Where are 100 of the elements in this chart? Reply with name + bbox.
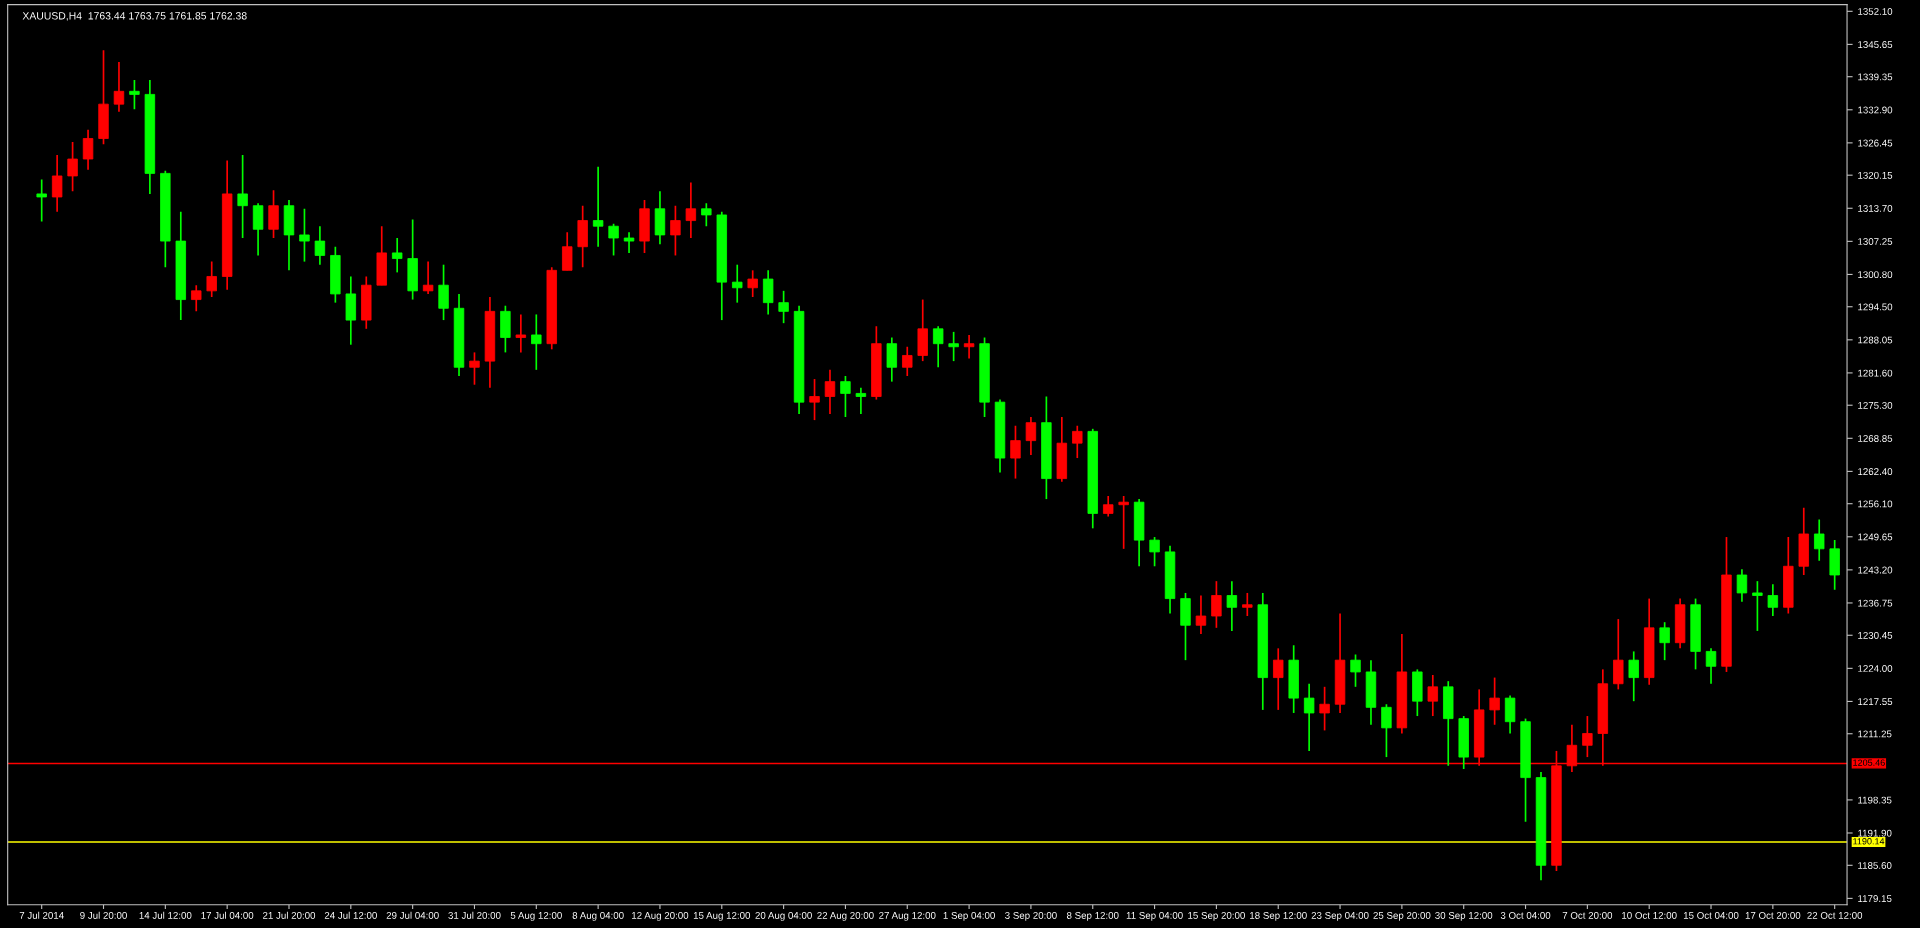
- candlestick: [1319, 685, 1330, 732]
- candlestick: [1226, 580, 1238, 632]
- candlestick: [1118, 495, 1129, 550]
- y-tick-label: 1281.60: [1858, 369, 1893, 377]
- x-tick-label: 11 Sep 04:00: [1126, 912, 1183, 921]
- x-tick-label: 7 Oct 20:00: [1562, 912, 1613, 919]
- y-tick-label: 1185.60: [1858, 862, 1892, 869]
- candlestick: [1195, 594, 1207, 635]
- candlestick: [809, 378, 820, 421]
- x-tick-label: 8 Aug 04:00: [572, 912, 624, 921]
- candlestick: [422, 260, 434, 295]
- candlestick: [113, 61, 125, 113]
- candlestick: [1211, 580, 1222, 629]
- candlestick: [1303, 682, 1315, 752]
- y-tick-label: 1268.85: [1858, 435, 1893, 442]
- candlestick: [1149, 536, 1160, 568]
- candlestick: [129, 79, 140, 111]
- x-tick-label: 5 Aug 12:00: [510, 912, 562, 921]
- x-tick-label: 17 Oct 20:00: [1745, 912, 1801, 919]
- ref-line-label: 1205.46: [1853, 759, 1885, 766]
- x-tick-label: 23 Sep 04:00: [1311, 912, 1369, 921]
- candlestick: [1504, 694, 1516, 735]
- y-tick-label: 1294.50: [1858, 303, 1893, 311]
- candlestick: [1427, 674, 1439, 717]
- x-tick-label: 14 Jul 12:00: [139, 911, 192, 919]
- y-tick-label: 1307.25: [1858, 238, 1893, 245]
- candlestick: [948, 331, 959, 362]
- candlestick: [252, 202, 264, 257]
- y-tick-label: 1224.00: [1858, 665, 1893, 672]
- candlestick: [902, 345, 913, 377]
- candlestick: [623, 231, 635, 254]
- candlestick: [1072, 424, 1083, 459]
- candlestick: [1489, 676, 1500, 726]
- candlestick: [1613, 618, 1624, 691]
- y-tick-label: 1179.15: [1858, 895, 1892, 903]
- candlestick: [1628, 650, 1639, 703]
- candlestick: [391, 237, 403, 274]
- candlestick: [469, 351, 480, 386]
- x-tick-label: 17 Jul 04:00: [201, 911, 254, 919]
- x-tick-label: 8 Sep 12:00: [1066, 912, 1119, 921]
- candlestick: [1273, 647, 1284, 711]
- candlestick: [1582, 715, 1593, 758]
- candlestick: [592, 165, 604, 248]
- candlestick: [778, 290, 789, 324]
- candlestick: [562, 231, 573, 272]
- candlestick: [206, 260, 217, 298]
- x-tick-label: 12 Aug 20:00: [632, 912, 689, 921]
- candlestick: [963, 334, 975, 360]
- candlestick: [438, 263, 449, 321]
- x-tick-label: 27 Aug 12:00: [879, 912, 936, 921]
- y-tick-label: 1320.15: [1858, 171, 1893, 179]
- candlestick: [1350, 653, 1361, 688]
- candlestick: [685, 181, 697, 239]
- x-tick-label: 25 Sep 20:00: [1373, 912, 1431, 921]
- y-tick-label: 1326.45: [1858, 139, 1893, 147]
- y-tick-label: 1313.70: [1858, 205, 1893, 212]
- y-tick-label: 1339.35: [1858, 73, 1893, 81]
- x-tick-label: 15 Sep 20:00: [1188, 912, 1245, 921]
- x-tick-label: 30 Sep 12:00: [1435, 912, 1493, 921]
- x-tick-label: 3 Oct 04:00: [1500, 912, 1551, 919]
- candlestick: [314, 225, 326, 266]
- candlestick: [824, 368, 836, 415]
- candlestick: [82, 128, 94, 171]
- x-tick-label: 29 Jul 04:00: [386, 911, 439, 919]
- y-tick-label: 1191.90: [1858, 829, 1892, 837]
- x-tick-label: 20 Aug 04:00: [755, 912, 812, 921]
- candlestick: [855, 386, 867, 415]
- x-tick-label: 24 Jul 12:00: [324, 911, 377, 919]
- y-tick-label: 1236.75: [1858, 599, 1893, 607]
- y-tick-label: 1198.35: [1858, 796, 1892, 804]
- y-tick-label: 1332.90: [1858, 106, 1893, 114]
- y-tick-label: 1243.20: [1858, 566, 1893, 574]
- y-tick-label: 1345.65: [1858, 41, 1893, 49]
- candlestick: [191, 284, 202, 313]
- y-tick-label: 1262.40: [1858, 468, 1893, 476]
- y-tick-label: 1275.30: [1858, 401, 1893, 409]
- candlestick: [747, 269, 758, 298]
- x-tick-label: 1 Sep 04:00: [943, 912, 995, 921]
- candlestick: [670, 204, 681, 257]
- y-tick-label: 1211.25: [1858, 730, 1892, 738]
- candlestick: [1242, 592, 1253, 617]
- candlestick: [608, 222, 619, 257]
- candlestick: [1659, 621, 1670, 661]
- candlestick: [1736, 568, 1748, 603]
- candlestick: [1705, 647, 1717, 685]
- candlestick: [299, 207, 310, 263]
- y-tick-label: 1249.65: [1858, 533, 1893, 541]
- x-tick-label: 31 Jul 20:00: [448, 911, 501, 919]
- candlestick: [1010, 424, 1021, 480]
- y-tick-label: 1256.10: [1858, 500, 1893, 508]
- x-tick-label: 15 Oct 04:00: [1683, 912, 1739, 919]
- x-tick-label: 3 Sep 20:00: [1005, 912, 1057, 921]
- y-tick-label: 1352.10: [1858, 8, 1893, 15]
- x-tick-label: 15 Aug 12:00: [693, 912, 751, 921]
- text: XAUUSD,H4 1763.44 1763.75 1761.85 1762.38: [22, 12, 247, 21]
- x-tick-label: 9 Jul 20:00: [80, 911, 127, 919]
- x-tick-label: 21 Jul 20:00: [263, 911, 316, 919]
- candlestick: [1025, 416, 1037, 456]
- ref-line-label: 1190.14: [1853, 838, 1885, 845]
- candlestick: [1814, 518, 1825, 562]
